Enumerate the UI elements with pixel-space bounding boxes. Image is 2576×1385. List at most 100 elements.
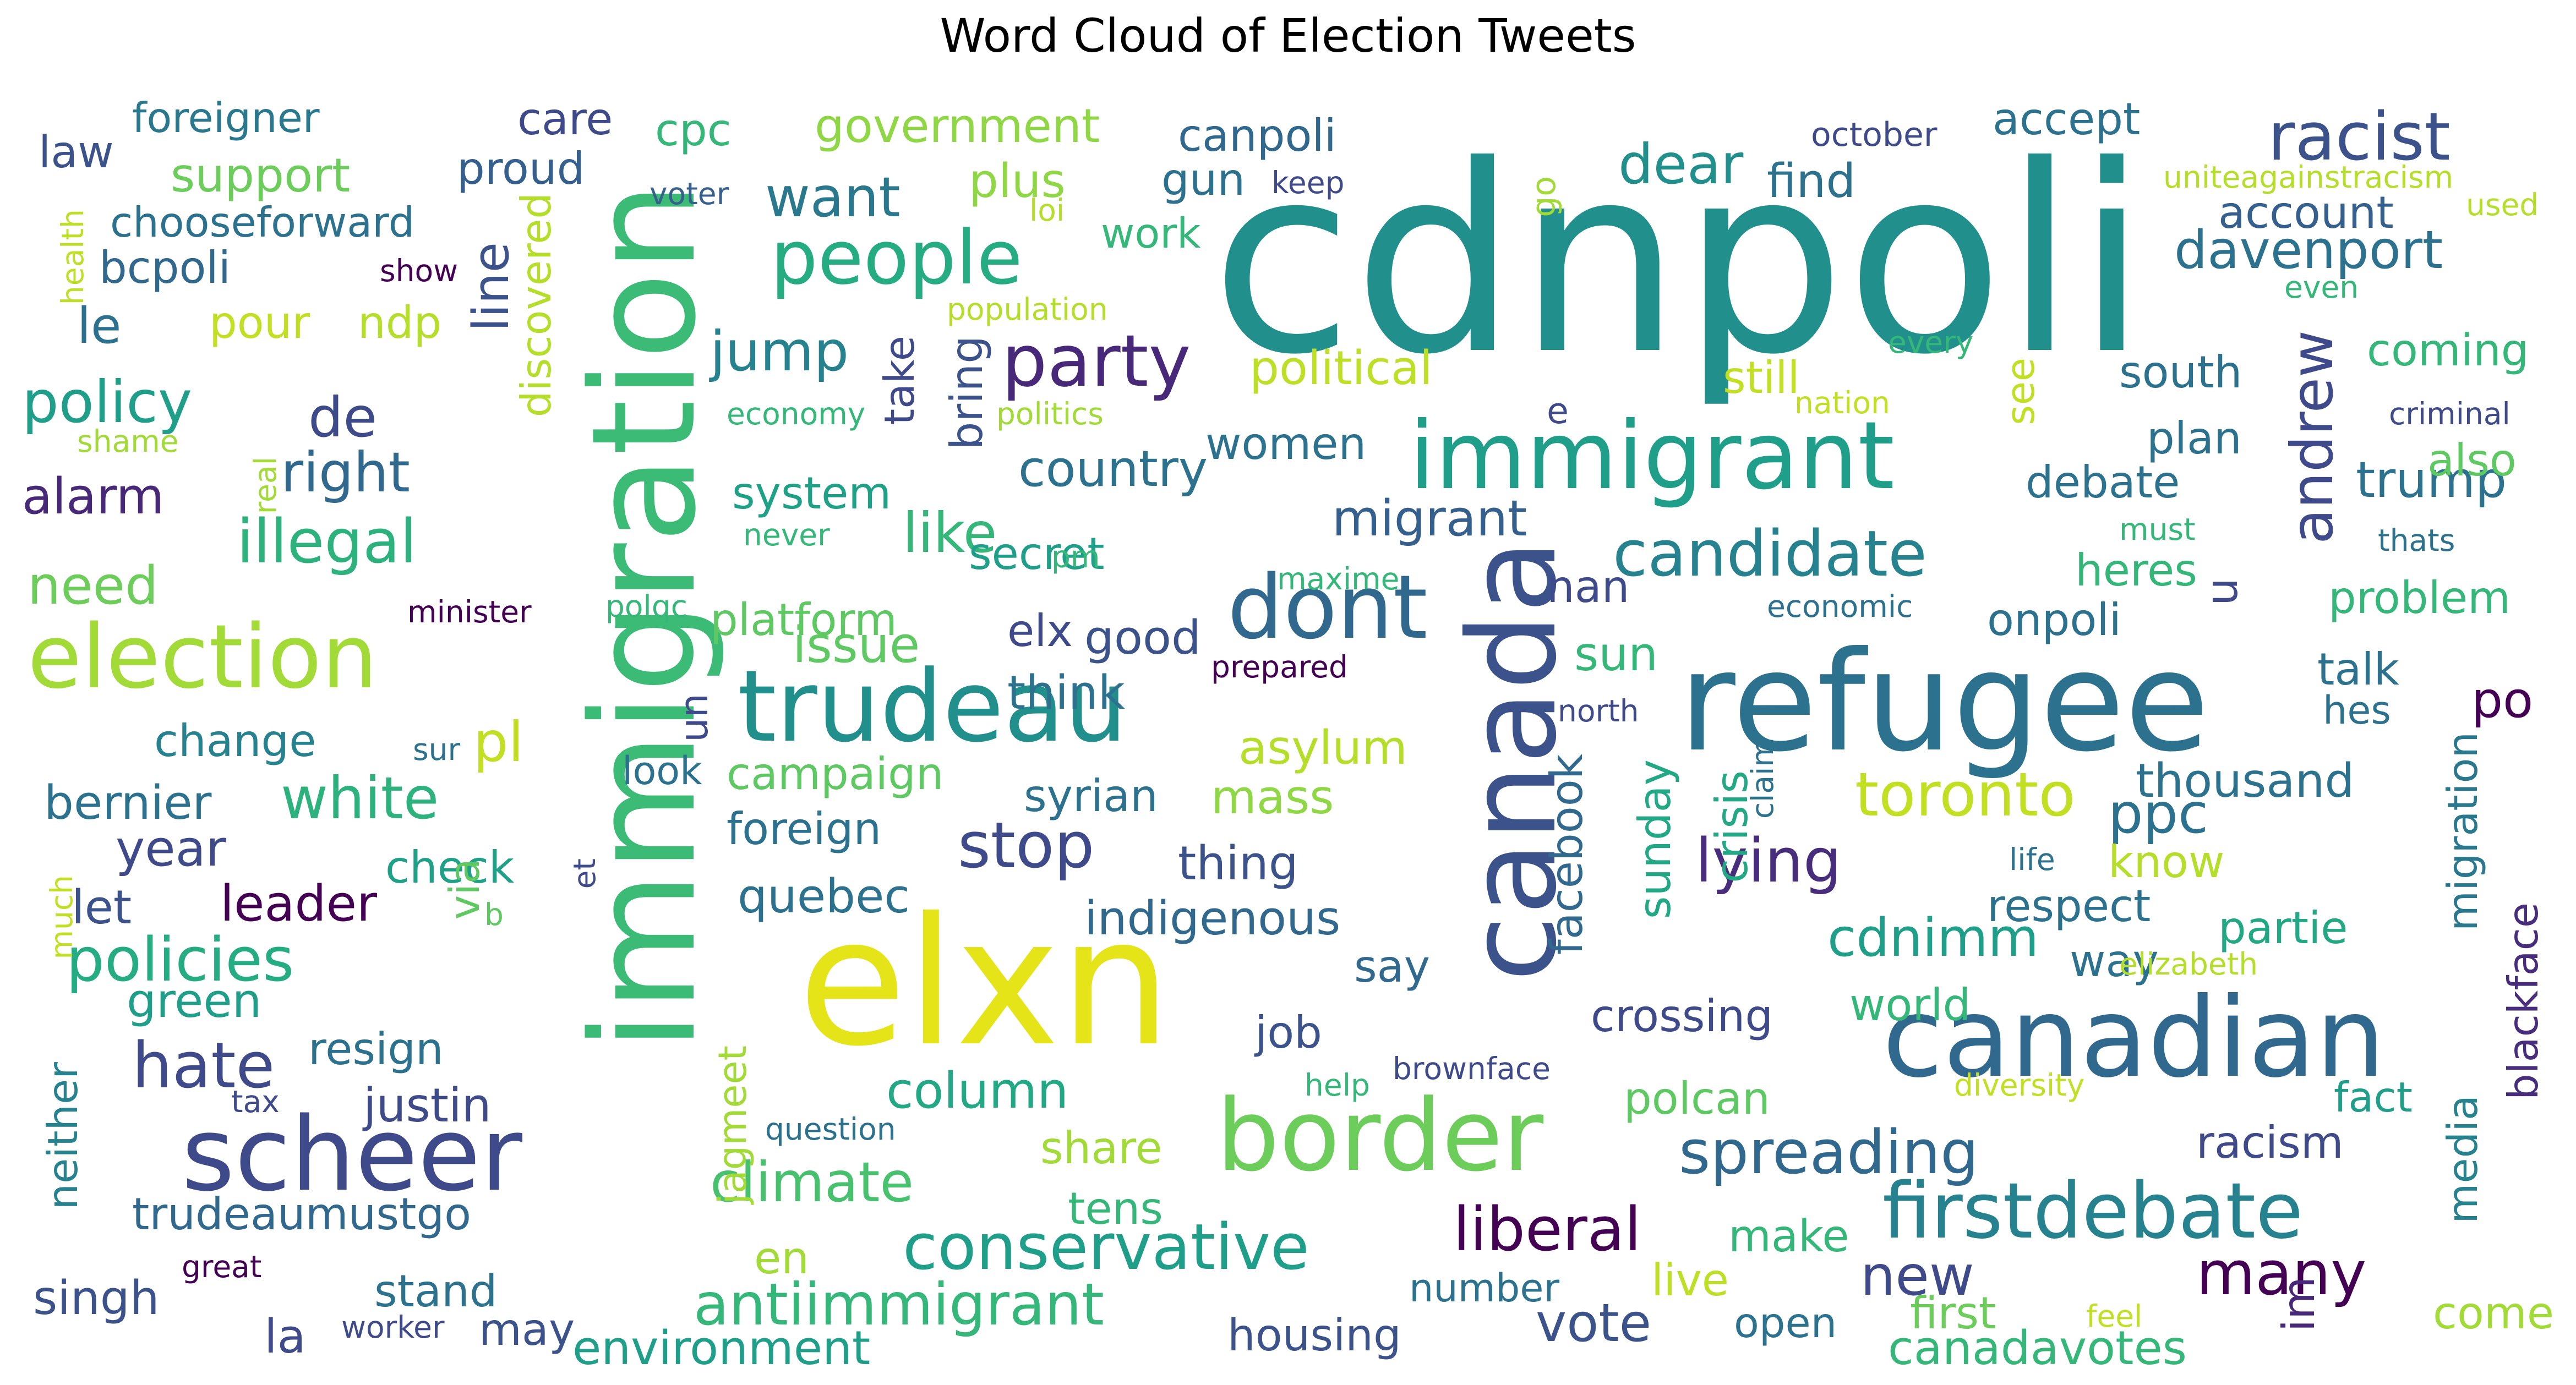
word-keep: keep [1271, 165, 1344, 200]
word-hate: hate [132, 1029, 275, 1103]
word-economic: economic [1767, 589, 1913, 624]
word-firstdebate: firstdebate [1882, 1167, 2303, 1256]
word-cdnimm: cdnimm [1827, 908, 2039, 968]
word-foreign: foreign [727, 803, 881, 855]
word-lying: lying [1695, 825, 1842, 896]
word-claim: claim [1745, 737, 1780, 819]
word-bernier: bernier [44, 776, 211, 830]
word-great: great [182, 1249, 261, 1284]
word-loi: loi [1029, 193, 1065, 228]
word-open: open [1734, 1299, 1837, 1347]
word-real: real [248, 457, 283, 514]
word-secret: secret [969, 528, 1105, 579]
word-antiimmigrant: antiimmigrant [694, 1271, 1104, 1338]
word-life: life [2009, 842, 2055, 877]
word-thousand: thousand [2136, 754, 2354, 808]
word-every: every [1888, 325, 1973, 360]
word-canada: canada [1442, 539, 1583, 982]
word-immigration: immigration [561, 182, 728, 1051]
word-cpc: cpc [655, 105, 732, 156]
word-government: government [815, 99, 1100, 154]
word-shame: shame [77, 424, 179, 459]
word-syrian: syrian [1024, 770, 1158, 822]
word-nan: nan [1547, 561, 1629, 612]
word-davenport: davenport [2174, 220, 2443, 281]
word-proud: proud [457, 143, 585, 194]
word-jagmeet: jagmeet [710, 1045, 755, 1206]
word-conservative: conservative [903, 1211, 1309, 1284]
word-crossing: crossing [1591, 990, 1773, 1042]
word-accept: accept [1993, 94, 2140, 145]
word-toronto: toronto [1855, 759, 2076, 830]
word-po: po [2471, 671, 2533, 729]
word-crisis: crisis [1706, 770, 1758, 883]
word-still: still [1723, 352, 1800, 403]
word-trudeau: trudeau [738, 649, 1127, 764]
word-bcpoli: bcpoli [99, 242, 231, 293]
word-never: never [743, 517, 830, 552]
word-maxime: maxime [1277, 561, 1400, 596]
word-gun: gun [1161, 154, 1245, 205]
word-criminal: criminal [2389, 396, 2510, 431]
word-de: de [308, 385, 377, 450]
word-racist: racist [2268, 99, 2451, 176]
word-tax: tax [231, 1084, 280, 1119]
word-work: work [1101, 209, 1201, 258]
word-elx: elx [1007, 605, 1073, 656]
word-pm: pm [1051, 539, 1100, 574]
word-first: first [1910, 1288, 1996, 1339]
word-neither: neither [39, 1062, 87, 1210]
word-via: via [440, 858, 489, 919]
word-think: think [1007, 666, 1125, 720]
word-justin: justin [362, 1079, 492, 1133]
word-leader: leader [220, 875, 377, 933]
word-ndp: ndp [358, 297, 441, 348]
word-help: help [1305, 1068, 1370, 1103]
word-support: support [171, 149, 350, 203]
word-prepared: prepared [1211, 649, 1348, 685]
word-discovered: discovered [512, 193, 560, 417]
word-find: find [1767, 154, 1855, 209]
word-policy: policy [22, 369, 192, 436]
word-ppc: ppc [2108, 781, 2208, 846]
word-sunday: sunday [1629, 759, 1680, 919]
word-plus: plus [969, 154, 1066, 209]
word-worker: worker [341, 1310, 445, 1345]
word-go: go [1525, 176, 1563, 217]
word-thing: thing [1178, 836, 1298, 891]
word-policies: policies [66, 924, 294, 995]
word-refugee: refugee [1679, 622, 2209, 782]
word-thats: thats [2378, 523, 2455, 558]
word-come: come [2433, 1288, 2554, 1339]
word-trump: trump [2356, 451, 2507, 509]
word-north: north [1558, 693, 1639, 729]
word-debate: debate [2026, 457, 2180, 508]
word-sun: sun [1574, 627, 1658, 682]
word-talk: talk [2317, 644, 2400, 695]
chart-title: Word Cloud of Election Tweets [940, 9, 1636, 63]
word-white: white [281, 765, 439, 832]
word-stand: stand [374, 1266, 498, 1317]
word-liberal: liberal [1453, 1194, 1641, 1264]
word-quebec: quebec [738, 869, 910, 924]
word-way: way [2070, 935, 2159, 987]
word-partie: partie [2218, 902, 2348, 954]
word-sur: sur [413, 732, 461, 767]
word-media: media [2438, 1095, 2487, 1224]
word-health: health [55, 209, 90, 305]
word-respect: respect [1987, 880, 2151, 932]
word-take: take [875, 336, 924, 425]
word-platform: platform [710, 594, 897, 645]
word-problem: problem [2328, 572, 2510, 623]
word-country: country [1018, 440, 1208, 498]
word-environment: environment [572, 1321, 870, 1376]
word-elizabeth: elizabeth [2119, 946, 2258, 982]
word-right: right [281, 440, 410, 505]
word-resign: resign [308, 1023, 444, 1075]
word-climate: climate [710, 1150, 914, 1214]
word-onpoli: onpoli [1987, 594, 2121, 645]
word-campaign: campaign [727, 748, 943, 800]
word-candidate: candidate [1613, 517, 1927, 591]
word-canadavotes: canadavotes [1888, 1321, 2187, 1376]
